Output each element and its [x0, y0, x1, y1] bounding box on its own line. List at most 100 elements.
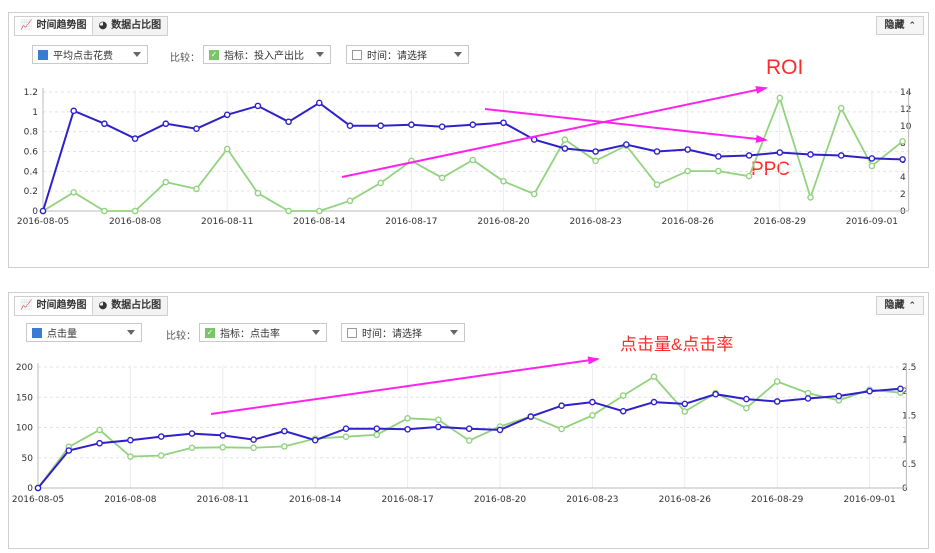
data-point-right	[715, 167, 722, 175]
tab-time-trend-label: 时间趋势图	[36, 300, 87, 311]
x-axis-tick-label: 2016-08-11	[197, 495, 249, 505]
left-axis-tick-label: 0	[27, 484, 33, 494]
data-point-left	[681, 400, 689, 408]
data-point-left	[469, 121, 477, 129]
hide-button-label: 隐藏	[884, 300, 905, 311]
chart-2: 0 50 100 150 200 0 0.5 1 1.5 2 2.5 2016-08-05 2016-0…	[12, 363, 916, 505]
data-point-right	[342, 433, 350, 440]
data-point-right	[558, 425, 565, 433]
metric-select-value: 点击量	[47, 329, 77, 340]
data-point-right	[285, 207, 292, 215]
compare-label: 比较：	[166, 331, 196, 342]
data-point-left	[39, 207, 47, 215]
tab-data-share[interactable]: ◕ 数据占比图	[92, 16, 169, 36]
x-axis-tick-label: 2016-08-11	[201, 217, 253, 227]
data-point-left	[773, 398, 781, 405]
metric-select[interactable]: 平均点击花费	[32, 45, 148, 64]
indicator-select[interactable]: ✓ 指标：投入产出比	[203, 45, 331, 64]
right-axis-tick-label: 0.5	[902, 460, 916, 470]
x-axis-tick-label: 2016-08-08	[109, 217, 162, 227]
hide-button[interactable]: 隐藏 ⌃	[876, 296, 924, 315]
chevron-up-icon: ⌃	[908, 21, 916, 31]
x-axis-tick-label: 2016-08-05	[17, 217, 69, 227]
tab-data-share[interactable]: ◕ 数据占比图	[92, 296, 169, 316]
data-point-left	[592, 148, 599, 155]
data-point-left	[157, 433, 165, 440]
checkbox-checked-icon: ✓	[209, 49, 219, 60]
left-axis-tick-label: 0.2	[24, 187, 38, 197]
data-point-right	[254, 189, 262, 197]
data-point-right	[745, 172, 753, 180]
data-point-left	[65, 447, 73, 454]
time-select[interactable]: 时间：请选择	[346, 45, 469, 64]
clicks-ctr-trend-arrow	[210, 356, 600, 415]
data-point-right	[438, 174, 446, 182]
data-point-right	[250, 444, 257, 452]
data-point-right	[404, 415, 411, 422]
x-axis-tick-label: 2016-08-23	[566, 495, 618, 505]
data-point-left	[650, 398, 658, 406]
metric-color-swatch	[38, 49, 48, 60]
left-axis-tick-label: 100	[16, 424, 33, 434]
data-point-right	[373, 431, 381, 439]
indicator-select[interactable]: ✓ 指标：点击率	[199, 323, 327, 342]
data-point-right	[157, 452, 165, 459]
data-point-right	[469, 156, 477, 164]
time-select-value: 时间：请选择	[362, 329, 422, 340]
data-point-left	[408, 121, 415, 129]
x-axis-tick-label: 2016-08-20	[477, 217, 530, 227]
data-point-left	[745, 152, 753, 159]
data-point-left	[868, 155, 876, 162]
data-point-right	[162, 178, 170, 186]
x-axis-tick-label: 2016-08-08	[104, 495, 157, 505]
indicator-select-value: 指标：点击率	[220, 329, 280, 340]
hide-button[interactable]: 隐藏 ⌃	[876, 16, 924, 35]
data-point-left	[131, 135, 139, 142]
left-axis-tick-label: 0.6	[24, 148, 39, 158]
data-point-left	[496, 426, 504, 434]
data-point-left	[96, 439, 103, 447]
data-point-left	[219, 432, 227, 439]
data-point-left	[776, 149, 784, 156]
data-point-left	[684, 146, 692, 153]
tab-time-trend[interactable]: 📈 时间趋势图	[14, 296, 94, 316]
data-point-left	[435, 423, 442, 431]
data-point-left	[438, 123, 446, 131]
data-point-right	[619, 392, 627, 399]
metric-select[interactable]: 点击量	[26, 323, 142, 342]
chevron-down-icon	[454, 52, 462, 57]
data-point-left	[285, 118, 292, 126]
data-point-left	[311, 436, 319, 444]
data-point-right	[219, 444, 227, 451]
data-point-right	[804, 389, 812, 397]
right-axis-tick-label: 10	[900, 122, 912, 132]
trend-panel-clicks-ctr: 📈 时间趋势图 ◕ 数据占比图 隐藏 ⌃ 点击量 比较： ✓ 指标：点击率 时间：…	[8, 292, 929, 549]
data-point-right	[684, 167, 692, 175]
data-point-left	[377, 122, 385, 130]
right-axis-tick-label: 1	[902, 436, 908, 446]
chart-1: 00.20.40.60.811.2024681012142016-08-0520…	[17, 88, 912, 227]
x-axis-tick-label: 2016-08-23	[569, 217, 621, 227]
data-point-right	[653, 181, 661, 188]
data-point-left	[623, 141, 630, 148]
chevron-down-icon	[316, 52, 324, 57]
data-point-left	[866, 387, 873, 395]
data-point-left	[70, 107, 77, 115]
time-select[interactable]: 时间：请选择	[341, 323, 465, 342]
tab-time-trend[interactable]: 📈 时间趋势图	[14, 16, 94, 36]
annotation-roi: ROI	[766, 56, 804, 79]
x-axis-tick-label: 2016-08-26	[659, 495, 712, 505]
tab-time-trend-label: 时间趋势图	[36, 20, 87, 31]
data-point-left	[342, 425, 350, 433]
data-point-right	[188, 444, 196, 452]
data-point-right	[807, 194, 814, 201]
x-axis-tick-label: 2016-08-29	[754, 217, 807, 227]
data-point-right	[500, 177, 507, 185]
data-point-right	[223, 145, 231, 153]
data-point-left	[281, 427, 288, 435]
data-point-right	[96, 426, 103, 434]
trend-panel-roi-ppc: 📈 时间趋势图 ◕ 数据占比图 隐藏 ⌃ 平均点击花费 比较： ✓ 指标：投入产出…	[8, 12, 929, 268]
data-point-left	[561, 145, 569, 152]
left-axis-tick-label: 1.2	[24, 88, 38, 98]
